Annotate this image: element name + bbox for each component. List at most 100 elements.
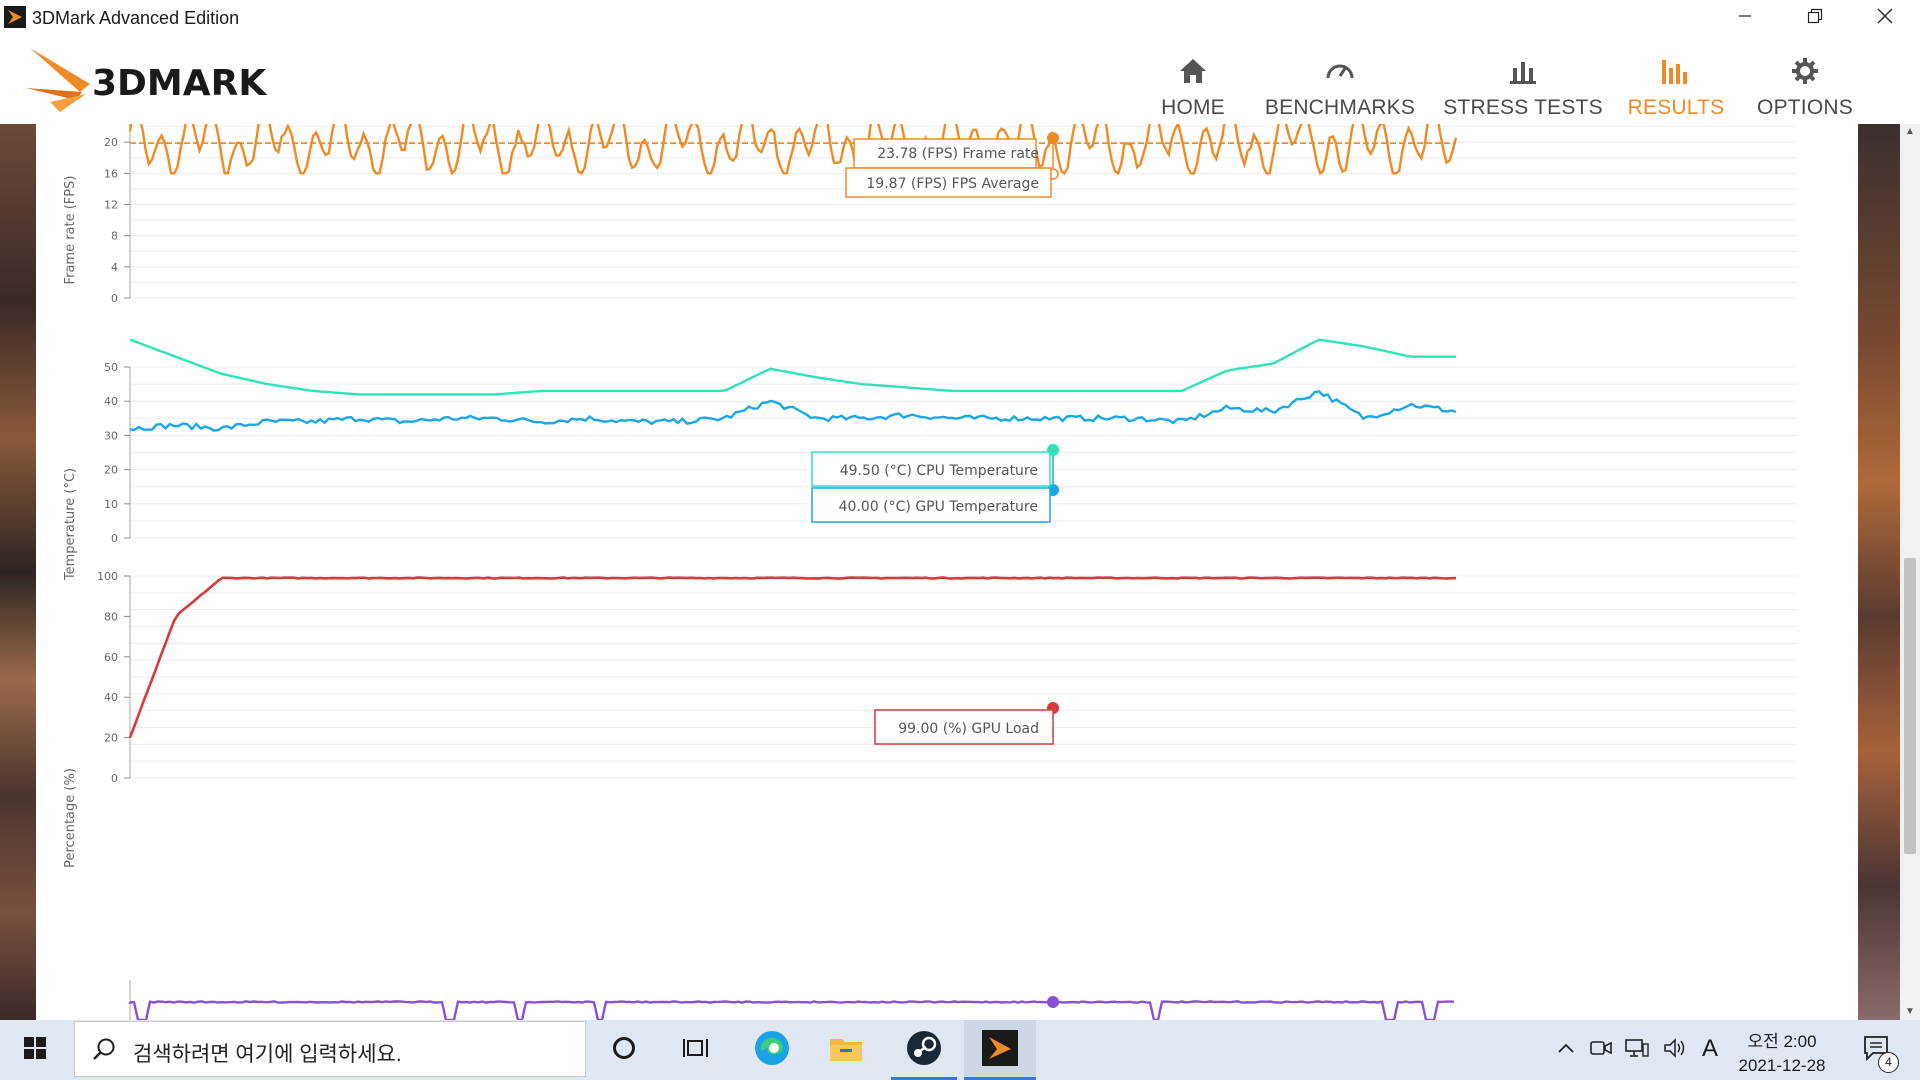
y-tick-label: 30 bbox=[104, 429, 118, 442]
chevron-up-icon bbox=[1557, 1041, 1575, 1059]
frame-rate-y-label: Frame rate (FPS) bbox=[63, 176, 78, 285]
windows-start-icon bbox=[23, 1036, 47, 1065]
input-method-indicator[interactable]: A bbox=[1701, 1035, 1718, 1062]
meet-now-button[interactable] bbox=[1588, 1020, 1614, 1080]
show-hidden-icons-button[interactable] bbox=[1554, 1020, 1578, 1080]
edge-icon bbox=[753, 1029, 791, 1072]
cortana-button[interactable] bbox=[594, 1020, 654, 1080]
window-title: 3DMark Advanced Edition bbox=[32, 8, 240, 28]
task-view-button[interactable] bbox=[666, 1020, 726, 1080]
notification-count-badge: 4 bbox=[1878, 1052, 1899, 1073]
y-tick-label: 0 bbox=[111, 772, 118, 785]
minimize-icon bbox=[1738, 9, 1752, 28]
nav-label-stress-tests: STRESS TESTS bbox=[1443, 96, 1603, 119]
temperature-chart: Temperature (°C) 0 10 20 30 40 50 49.50 (°C) … bbox=[63, 338, 1797, 581]
scroll-up-icon[interactable]: ▲ bbox=[1905, 126, 1915, 137]
file-explorer-button[interactable] bbox=[816, 1020, 876, 1080]
taskbar-search-input[interactable]: 검색하려면 여기에 입력하세요. bbox=[74, 1021, 586, 1077]
3dmark-icon bbox=[981, 1029, 1019, 1072]
nav-options[interactable]: OPTIONS bbox=[1754, 36, 1856, 124]
app-icon bbox=[4, 6, 26, 28]
title-bar: 3DMark Advanced Edition bbox=[0, 0, 1920, 36]
nav-label-home: HOME bbox=[1161, 96, 1225, 119]
nav-home[interactable]: HOME bbox=[1160, 36, 1226, 124]
y-tick-label: 40 bbox=[104, 691, 118, 704]
y-tick-label: 100 bbox=[97, 570, 118, 583]
3dmark-taskbar-button[interactable] bbox=[964, 1020, 1036, 1080]
steam-button[interactable] bbox=[891, 1020, 957, 1080]
frame-rate-tooltip-text: 23.78 (FPS) Frame rate bbox=[877, 146, 1039, 162]
fps-average-tooltip bbox=[845, 167, 1052, 198]
bar-chart-icon bbox=[1507, 36, 1539, 86]
results-icon bbox=[1659, 36, 1693, 86]
volume-button[interactable] bbox=[1660, 1020, 1690, 1080]
y-tick-label: 16 bbox=[104, 167, 118, 180]
3dmark-active-indicator bbox=[964, 1077, 1036, 1080]
gpu-load-line bbox=[128, 576, 1457, 738]
nav-stress-tests[interactable]: STRESS TESTS bbox=[1443, 36, 1603, 124]
network-button[interactable] bbox=[1622, 1020, 1652, 1080]
app-header: 3DMARK HOME BENCHMARKS STRESS TESTS RESU… bbox=[0, 36, 1920, 124]
nav-label-results: RESULTS bbox=[1627, 96, 1725, 119]
frame-rate-line bbox=[128, 124, 1458, 176]
y-tick-label: 60 bbox=[104, 651, 118, 664]
gpu-temperature-line bbox=[129, 390, 1457, 432]
background-artwork-right bbox=[1858, 124, 1900, 1020]
gpu-load-tooltip-text: 99.00 (%) GPU Load bbox=[898, 721, 1039, 737]
logo-text: 3DMARK bbox=[92, 63, 267, 104]
home-icon bbox=[1177, 36, 1209, 86]
y-tick-label: 20 bbox=[104, 464, 118, 477]
gpu-clock-line bbox=[128, 1000, 1455, 1020]
y-tick-label: 80 bbox=[104, 610, 118, 623]
speaker-icon bbox=[1663, 1037, 1687, 1063]
nav-label-options: OPTIONS bbox=[1757, 96, 1853, 119]
minimize-button[interactable] bbox=[1710, 0, 1780, 36]
fps-average-tooltip-text: 19.87 (FPS) FPS Average bbox=[866, 176, 1039, 192]
start-button[interactable] bbox=[0, 1020, 70, 1080]
temperature-y-label: Temperature (°C) bbox=[63, 468, 78, 581]
nav-results[interactable]: RESULTS bbox=[1627, 36, 1725, 124]
gpu-load-tooltip bbox=[874, 709, 1054, 745]
y-tick-label: 10 bbox=[104, 498, 118, 511]
y-tick-label: 0 bbox=[111, 532, 118, 545]
vertical-scrollbar[interactable]: ▲ ▼ bbox=[1900, 124, 1920, 1020]
percentage-y-label: Percentage (%) bbox=[63, 768, 78, 868]
gear-icon bbox=[1790, 36, 1820, 86]
restore-button[interactable] bbox=[1780, 0, 1850, 36]
task-view-icon bbox=[682, 1035, 710, 1066]
scroll-down-icon[interactable]: ▼ bbox=[1905, 1006, 1915, 1017]
monitoring-charts-svg: Frame rate (FPS) 04812162024 23.78 (FPS)… bbox=[63, 124, 1797, 1020]
background-artwork-left bbox=[0, 124, 36, 1020]
clock-time[interactable]: 오전 2:00 bbox=[1747, 1032, 1817, 1051]
notification-center-button[interactable]: 4 bbox=[1852, 1020, 1902, 1080]
edge-button[interactable] bbox=[742, 1020, 802, 1080]
monitoring-charts: Frame rate (FPS) 04812162024 23.78 (FPS)… bbox=[36, 124, 1858, 1020]
clock-date[interactable]: 2021-12-28 bbox=[1738, 1056, 1826, 1075]
close-icon bbox=[1877, 8, 1893, 29]
notification-icon bbox=[1863, 1035, 1891, 1066]
frame-rate-marker bbox=[1047, 132, 1059, 144]
gpu-temperature-tooltip-text: 40.00 (°C) GPU Temperature bbox=[839, 499, 1038, 515]
close-button[interactable] bbox=[1850, 0, 1920, 36]
cpu-temperature-tooltip-text: 49.50 (°C) CPU Temperature bbox=[840, 463, 1038, 479]
y-tick-label: 40 bbox=[104, 395, 118, 408]
network-icon bbox=[1625, 1038, 1649, 1063]
cpu-temperature-line bbox=[129, 338, 1456, 396]
nav-label-benchmarks: BENCHMARKS bbox=[1264, 96, 1416, 119]
frame-rate-chart: Frame rate (FPS) 04812162024 23.78 (FPS)… bbox=[63, 124, 1797, 305]
nav-benchmarks[interactable]: BENCHMARKS bbox=[1265, 36, 1415, 124]
y-tick-label: 0 bbox=[111, 292, 118, 305]
restore-icon bbox=[1807, 8, 1823, 29]
brand-logo[interactable]: 3DMARK bbox=[20, 42, 340, 114]
y-tick-label: 8 bbox=[111, 230, 118, 243]
steam-icon bbox=[905, 1029, 943, 1072]
file-explorer-icon bbox=[828, 1033, 864, 1068]
speedometer-icon bbox=[1324, 36, 1356, 86]
cpu-temperature-tooltip bbox=[811, 451, 1051, 487]
y-tick-label: 4 bbox=[111, 261, 118, 274]
y-tick-label: 20 bbox=[104, 732, 118, 745]
scrollbar-thumb[interactable] bbox=[1904, 558, 1916, 854]
camera-icon bbox=[1590, 1039, 1612, 1062]
gpu-temperature-tooltip bbox=[811, 487, 1051, 523]
search-placeholder: 검색하려면 여기에 입력하세요. bbox=[133, 1043, 402, 1066]
